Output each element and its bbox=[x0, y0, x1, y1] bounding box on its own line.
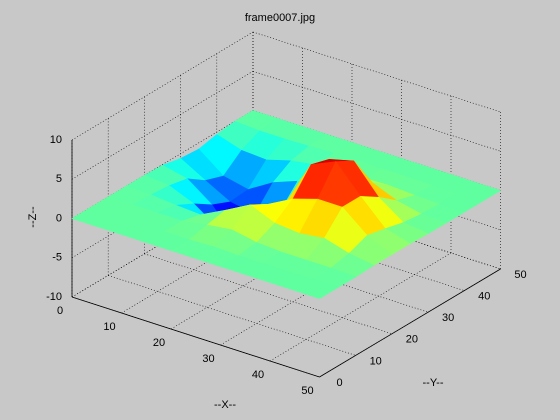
x-tick-label: 30 bbox=[202, 353, 214, 365]
x-tick-label: 50 bbox=[301, 385, 313, 397]
grid-line bbox=[71, 110, 254, 219]
grid-line bbox=[180, 231, 429, 313]
y-tick-label: 10 bbox=[370, 355, 382, 367]
y-tick-label: 20 bbox=[406, 334, 418, 346]
x-tick-label: 10 bbox=[103, 321, 115, 333]
x-tick-label: 20 bbox=[153, 337, 165, 349]
z-tick-label: -5 bbox=[52, 252, 62, 264]
surface-patch bbox=[294, 279, 339, 299]
y-axis bbox=[319, 268, 501, 378]
y-tick-label: 0 bbox=[336, 377, 342, 389]
chart-title: frame0007.jpg bbox=[245, 12, 315, 24]
grid-line bbox=[252, 149, 501, 231]
x-axis bbox=[71, 296, 320, 378]
z-tick-label: 0 bbox=[56, 212, 62, 224]
z-axis-label: --Z-- bbox=[27, 206, 39, 228]
y-tick-label: 50 bbox=[514, 269, 526, 281]
grid-line bbox=[216, 210, 465, 291]
grid-line bbox=[71, 31, 254, 141]
grid-line bbox=[71, 70, 254, 180]
x-tick-label: 0 bbox=[57, 305, 63, 317]
y-tick-label: 40 bbox=[478, 291, 490, 303]
grid-line bbox=[108, 275, 356, 356]
grid-line bbox=[252, 188, 501, 270]
grid-line bbox=[252, 70, 501, 152]
grid-line bbox=[144, 253, 392, 335]
z-tick-label: 10 bbox=[50, 134, 62, 146]
z-tick-label: -10 bbox=[46, 291, 62, 303]
x-tick-label: 40 bbox=[252, 369, 264, 381]
y-axis-label: --Y-- bbox=[423, 377, 444, 389]
y-tick-label: 30 bbox=[442, 312, 454, 324]
x-axis-label: --X-- bbox=[214, 399, 236, 411]
grid-line bbox=[252, 31, 501, 113]
grid-line bbox=[269, 252, 452, 362]
z-tick-label: 5 bbox=[56, 173, 62, 185]
